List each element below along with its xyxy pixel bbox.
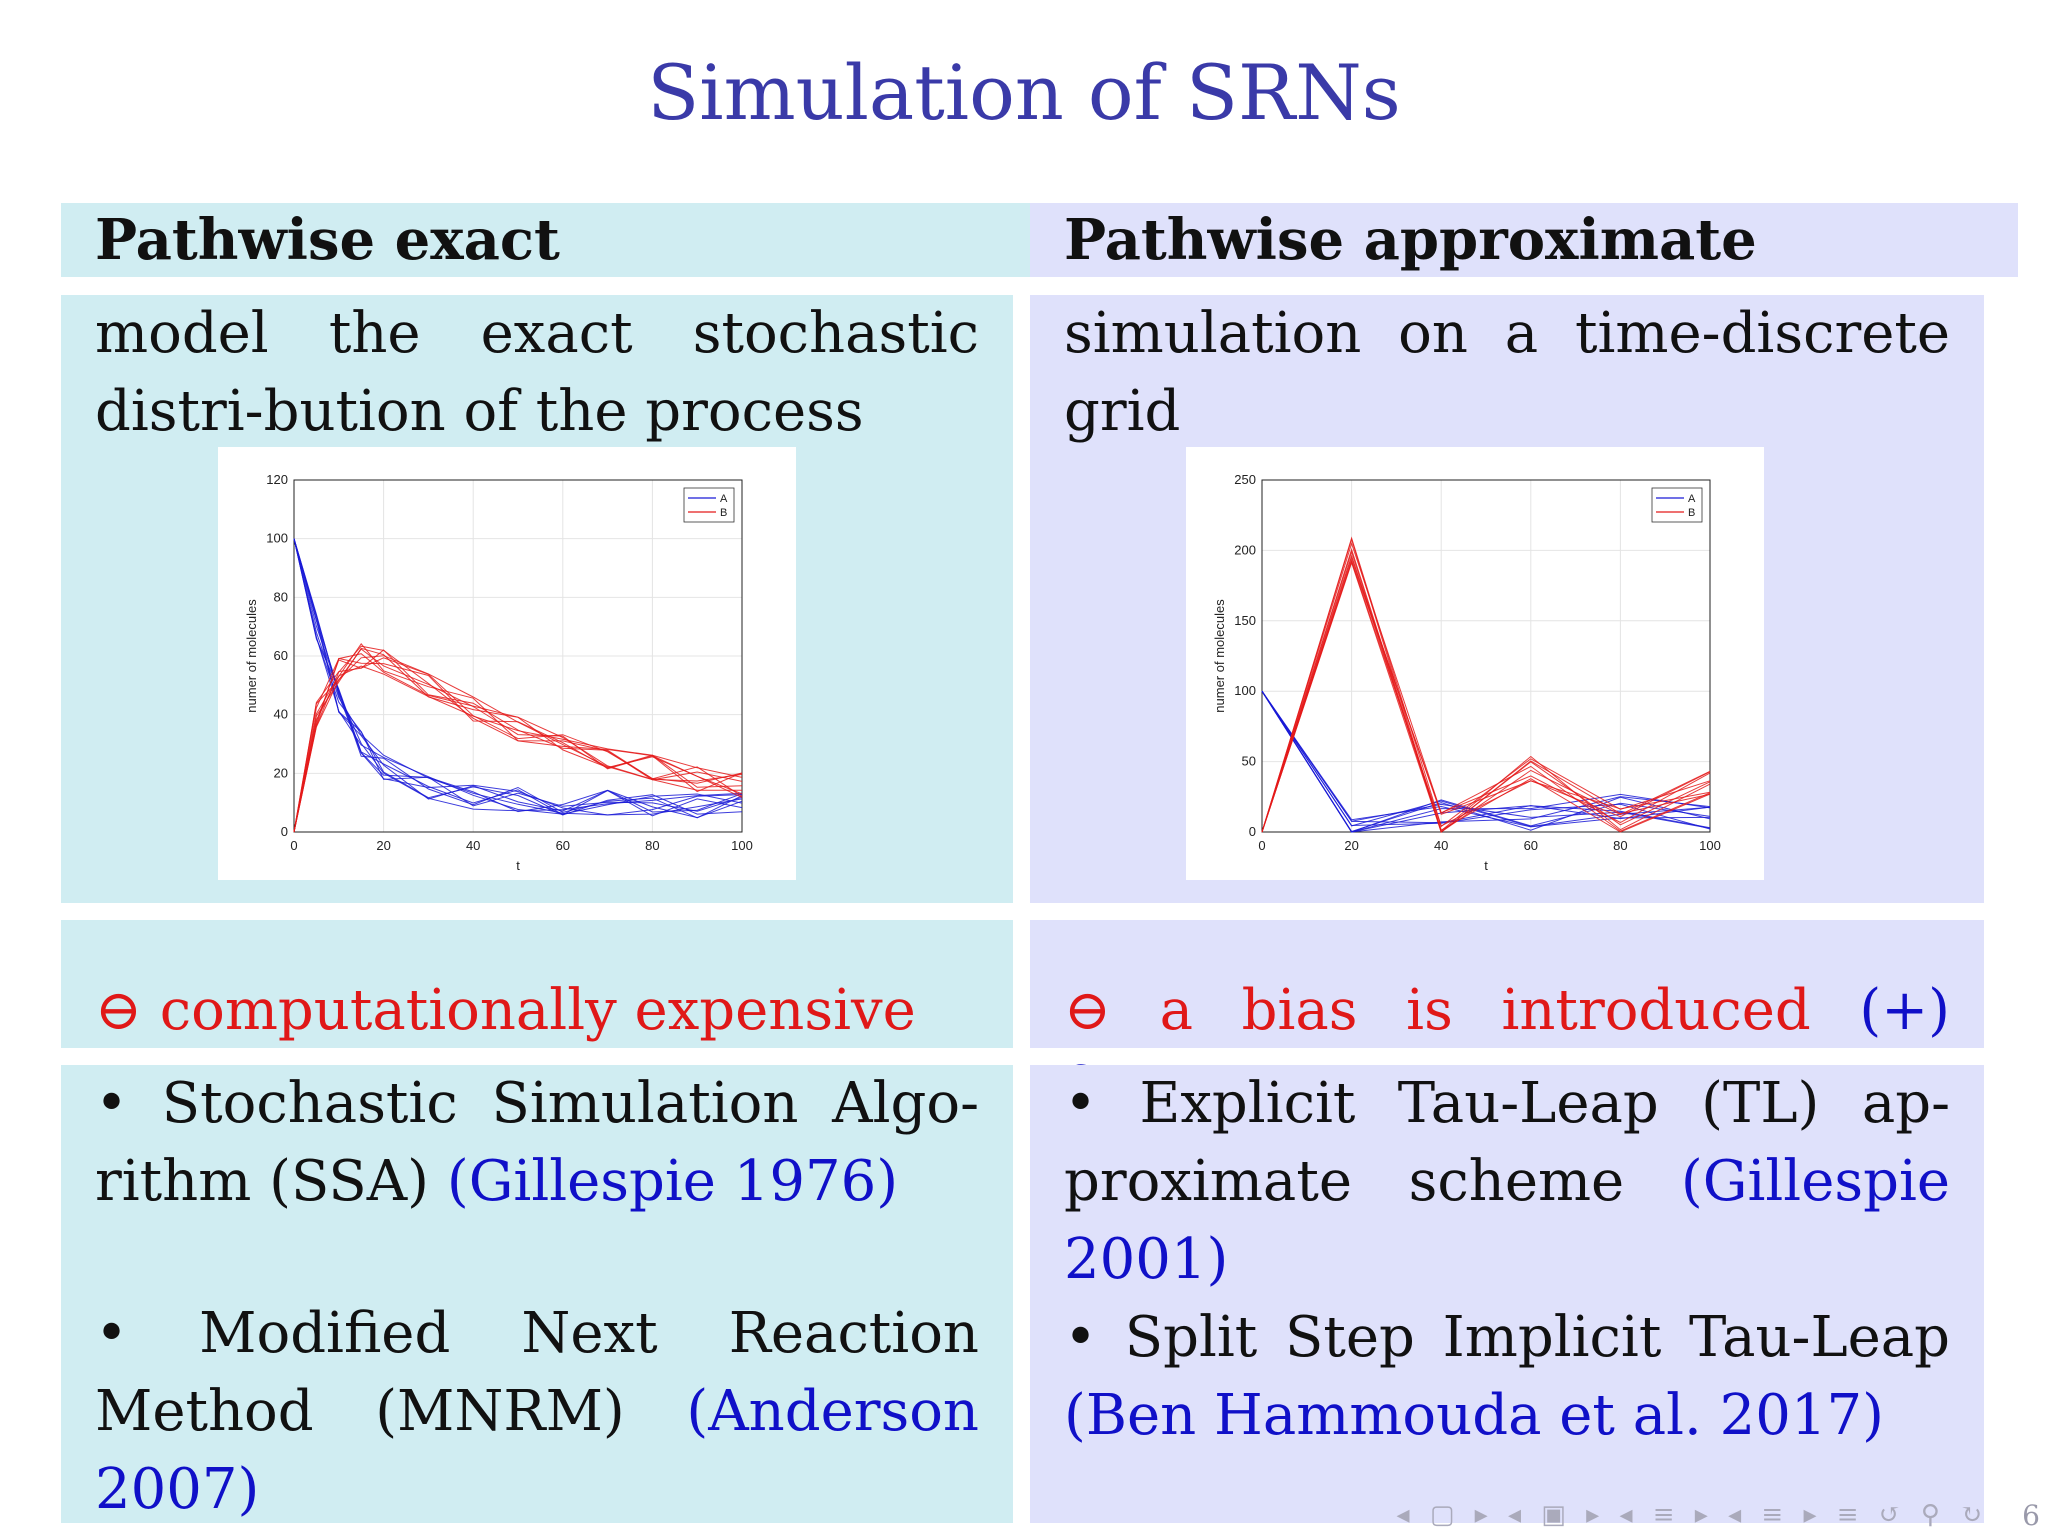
x-tick-label: 20: [1344, 838, 1358, 853]
series-line-A: [293, 538, 743, 813]
x-tick-label: 100: [1699, 838, 1721, 853]
axes-box: [1261, 479, 1711, 833]
method-reference: (Gillespie 2001): [1064, 1149, 1950, 1292]
right-method-item: • Explicit Tau-Leap (TL) ap-proximate sc…: [1064, 1065, 1950, 1299]
y-tick-label: 100: [266, 531, 288, 546]
left-con: ⊖ computationally expensive: [61, 972, 950, 1050]
series-line-B: [1261, 556, 1711, 833]
method-reference: (Gillespie 1976): [446, 1149, 899, 1214]
x-tick-label: 60: [1524, 838, 1538, 853]
legend-label-B: B: [1688, 507, 1695, 519]
series-line-A: [293, 538, 743, 816]
y-tick-label: 200: [1234, 542, 1256, 557]
left-header: Pathwise exact: [61, 203, 1047, 277]
minus-circle-icon: ⊖: [1064, 978, 1111, 1043]
series-line-B: [1261, 550, 1711, 833]
minus-circle-icon: ⊖: [95, 978, 142, 1043]
series-line-B: [293, 642, 743, 833]
slide-title: Simulation of SRNs: [647, 48, 1401, 137]
right-header: Pathwise approximate: [1030, 203, 2018, 277]
x-tick-label: 80: [1613, 838, 1627, 853]
series-line-B: [293, 649, 743, 833]
right-con-text: a bias is introduced: [1159, 978, 1811, 1043]
x-tick-label: 40: [1434, 838, 1448, 853]
left-methods-block: • Stochastic Simulation Algo-rithm (SSA)…: [61, 1065, 1013, 1523]
y-tick-label: 40: [274, 707, 288, 722]
right-description: simulation on a time-discrete grid: [1064, 301, 1950, 444]
series-line-A: [293, 538, 743, 817]
y-tick-label: 150: [1234, 613, 1256, 628]
method-text: • Modified Next Reaction Method (MNRM): [95, 1301, 979, 1444]
beamer-navigation[interactable]: ◂ ▢ ▸ ◂ ▣ ▸ ◂ ≡ ▸ ◂ ≡ ▸ ≡ ↺ ⚲ ↻: [1396, 1500, 1988, 1530]
legend-box: [683, 487, 735, 523]
y-tick-label: 250: [1234, 472, 1256, 487]
left-method-item: • Stochastic Simulation Algo-rithm (SSA)…: [95, 1065, 979, 1221]
series-line-B: [1261, 560, 1711, 833]
chart-approximate-svg: 0 20 40 60 80 100 0 50 100 150 200 250 t numer of mol…: [1212, 472, 1721, 873]
x-axis-label: t: [1484, 858, 1488, 873]
y-tick-label: 60: [274, 648, 288, 663]
legend-label-A: A: [1688, 493, 1696, 505]
series-line-A: [293, 538, 743, 815]
x-tick-label: 0: [290, 838, 297, 853]
x-tick-label: 20: [376, 838, 390, 853]
series-line-B: [1261, 541, 1711, 833]
left-description: model the exact stochastic distri-bution…: [95, 301, 979, 444]
axes-box: [293, 479, 743, 833]
right-header-text: Pathwise approximate: [1064, 207, 1757, 273]
right-method-item: • Split Step Implicit Tau-Leap (Ben Hamm…: [1064, 1299, 1950, 1455]
page-number: 6: [2022, 1499, 2040, 1532]
plot-approximate: 0 20 40 60 80 100 0 50 100 150 200 250 t numer of mol…: [1186, 447, 1764, 880]
x-tick-label: 0: [1258, 838, 1265, 853]
left-method-item: • Modified Next Reaction Method (MNRM) (…: [95, 1295, 979, 1529]
series-line-A: [293, 538, 743, 816]
left-con-text: computationally expensive: [159, 978, 916, 1043]
x-tick-label: 60: [556, 838, 570, 853]
y-tick-label: 0: [281, 824, 288, 839]
x-axis-label: t: [516, 858, 520, 873]
series-line-B: [1261, 554, 1711, 833]
series-line-B: [1261, 547, 1711, 833]
y-tick-label: 20: [274, 765, 288, 780]
series-line-A: [293, 538, 743, 819]
right-methods: • Explicit Tau-Leap (TL) ap-proximate sc…: [1030, 1065, 1984, 1455]
series-line-A: [293, 538, 743, 812]
method-text: • Split Step Implicit Tau-Leap: [1064, 1305, 1950, 1370]
y-tick-label: 80: [274, 589, 288, 604]
legend-label-B: B: [720, 507, 727, 519]
legend-label-A: A: [720, 493, 728, 505]
series-line-A: [293, 538, 743, 812]
method-text: • Stochastic Simulation Algo-rithm (SSA): [95, 1071, 979, 1214]
y-axis-label: numer of molecules: [244, 599, 259, 713]
x-tick-label: 40: [466, 838, 480, 853]
chart-exact-svg: 0 20 40 60 80 100 0 20 40 60 80 100 120 t numer of mol…: [244, 472, 753, 873]
method-text: • Explicit Tau-Leap (TL) ap-proximate sc…: [1064, 1071, 1950, 1214]
series-line-B: [293, 647, 743, 833]
x-tick-label: 100: [731, 838, 753, 853]
series-line-A: [293, 538, 743, 816]
y-axis-label: numer of molecules: [1212, 599, 1227, 713]
left-methods: • Stochastic Simulation Algo-rithm (SSA)…: [61, 1065, 1013, 1529]
legend-box: [1651, 487, 1703, 523]
series-line-A: [1261, 690, 1711, 829]
y-tick-label: 0: [1249, 824, 1256, 839]
right-methods-block: • Explicit Tau-Leap (TL) ap-proximate sc…: [1030, 1065, 1984, 1523]
y-tick-label: 120: [266, 472, 288, 487]
plot-exact: 0 20 40 60 80 100 0 20 40 60 80 100 120 t numer of mol…: [218, 447, 796, 880]
y-tick-label: 50: [1242, 754, 1256, 769]
method-reference: (Anderson 2007): [95, 1379, 979, 1522]
right-con-block: ⊖ a bias is introduced (+) faster: [1030, 920, 1984, 1121]
series-line-B: [293, 655, 742, 833]
y-tick-label: 100: [1234, 683, 1256, 698]
x-tick-label: 80: [645, 838, 659, 853]
left-con-block: ⊖ computationally expensive: [61, 920, 1013, 1048]
series-line-B: [293, 645, 743, 833]
left-header-text: Pathwise exact: [95, 207, 560, 273]
method-reference: (Ben Hammouda et al. 2017): [1064, 1383, 1884, 1448]
